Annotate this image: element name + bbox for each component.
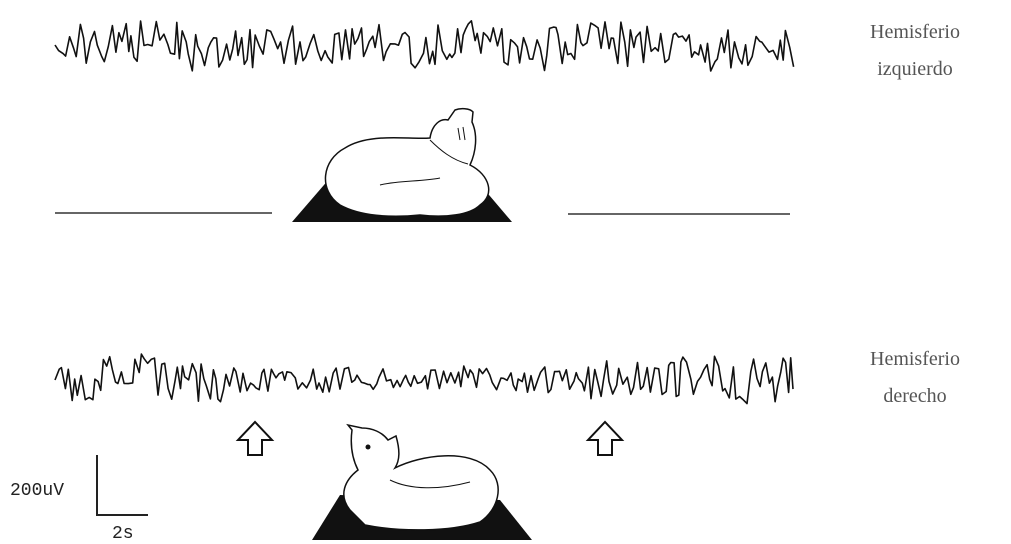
eeg-trace (54, 353, 794, 405)
cat-awake (312, 423, 532, 540)
trace-label: Hemisferio (870, 21, 960, 43)
arrow (235, 420, 275, 456)
time-label: 2s (112, 524, 134, 544)
arrow (585, 420, 625, 456)
trace-label: Hemisferio (870, 348, 960, 370)
amplitude-label: 200uV (10, 481, 64, 501)
trace-label: derecho (883, 385, 946, 407)
cat-sleeping (292, 107, 512, 222)
trace-label: izquierdo (877, 58, 953, 80)
scale-bar (96, 455, 148, 516)
eeg-trace (54, 20, 795, 72)
